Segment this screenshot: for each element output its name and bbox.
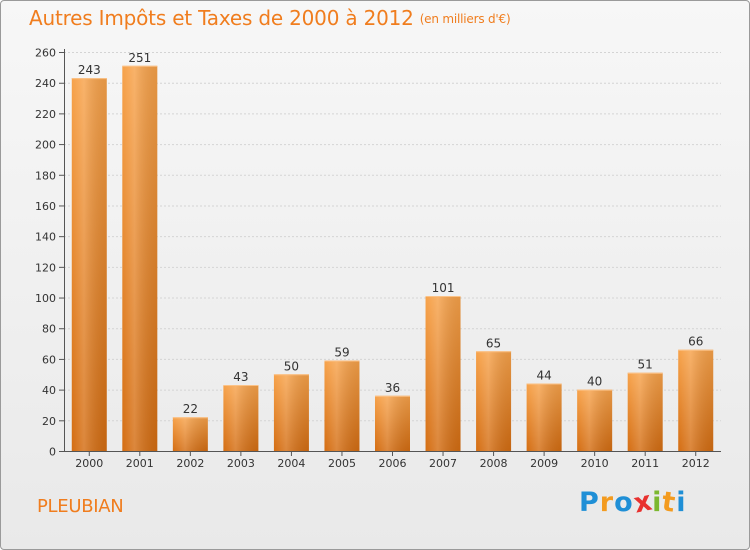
bar-sheen: [324, 360, 360, 451]
data-label: 22: [183, 402, 198, 416]
bar-sheen: [172, 417, 208, 451]
y-tick-label: 20: [42, 415, 56, 428]
y-tick-label: 100: [35, 292, 56, 305]
chart-title: Autres Impôts et Taxes de 2000 à 2012 (en…: [29, 6, 511, 30]
bar-2012: 66: [678, 335, 714, 451]
bar-2003: 43: [223, 370, 259, 451]
logo-letter: o: [614, 487, 634, 518]
y-tick-label: 200: [35, 139, 56, 152]
proxiti-logo: Proxiti: [579, 485, 687, 519]
data-label: 44: [536, 368, 551, 382]
commune-name: PLEUBIAN: [37, 496, 124, 517]
bar-sheen: [678, 349, 714, 451]
chart-unit: (en milliers d'€): [419, 12, 511, 26]
bar-2004: 50: [273, 359, 309, 451]
bar-2001: 251: [122, 51, 158, 452]
bar-2005: 59: [324, 345, 360, 451]
y-tick-label: 240: [35, 77, 56, 90]
x-tick-label: 2000: [75, 457, 103, 470]
chart-title-text: Autres Impôts et Taxes de 2000 à 2012: [29, 6, 414, 30]
x-tick-label: 2012: [682, 457, 710, 470]
bar-sheen: [425, 296, 461, 451]
bar-sheen: [122, 65, 158, 452]
data-label: 101: [432, 281, 455, 295]
bar-sheen: [71, 78, 107, 451]
bar-2007: 101: [425, 281, 461, 451]
x-tick-label: 2002: [176, 457, 204, 470]
y-axis: 0 20 40 60 80 100 120 140 160 180 200 220 240 260: [35, 47, 65, 459]
y-tick-label: 0: [49, 446, 56, 459]
data-label: 36: [385, 381, 400, 395]
y-tick-label: 220: [35, 108, 56, 121]
data-label: 50: [284, 359, 299, 373]
y-tick-label: 160: [35, 200, 56, 213]
x-tick-label: 2009: [530, 457, 558, 470]
y-tick-label: 180: [35, 169, 56, 182]
bar-sheen: [223, 385, 259, 451]
bar-sheen: [577, 389, 613, 451]
bar-2006: 36: [375, 381, 410, 451]
bar-2009: 44: [526, 368, 562, 451]
x-tick-label: 2001: [126, 457, 154, 470]
x-tick-label: 2003: [227, 457, 255, 470]
y-tick-label: 80: [42, 323, 56, 336]
x-tick-label: 2011: [631, 457, 659, 470]
data-label: 65: [486, 336, 501, 350]
data-label: 66: [688, 335, 703, 349]
y-tick-label: 60: [42, 353, 56, 366]
bar-sheen: [375, 395, 410, 451]
bar-2000: 243: [71, 63, 107, 451]
bar-sheen: [627, 372, 663, 451]
x-tick-label: 2007: [429, 457, 457, 470]
y-tick-label: 260: [35, 47, 56, 60]
y-tick-label: 140: [35, 231, 56, 244]
data-label: 251: [128, 51, 151, 65]
bar-sheen: [476, 351, 512, 451]
x-tick-label: 2006: [379, 457, 407, 470]
logo-letter: r: [599, 487, 615, 518]
data-label: 40: [587, 375, 602, 389]
bar-2002: 22: [172, 402, 208, 451]
logo-letter: i: [652, 487, 663, 518]
logo-letter: i: [676, 487, 687, 518]
bars: 243 251 22 43 50 59 36 101 65 44 40 51 66: [71, 51, 714, 452]
data-label: 51: [638, 358, 653, 372]
bar-2010: 40: [577, 375, 613, 451]
bar-sheen: [526, 383, 562, 451]
y-tick-label: 40: [42, 384, 56, 397]
x-tick-label: 2008: [480, 457, 508, 470]
x-tick-label: 2004: [277, 457, 305, 470]
x-tick-label: 2010: [581, 457, 609, 470]
bar-sheen: [273, 374, 309, 451]
logo-letter: P: [579, 487, 600, 518]
data-label: 243: [78, 63, 101, 77]
y-tick-label: 120: [35, 261, 56, 274]
bar-2011: 51: [627, 358, 663, 451]
bar-2008: 65: [476, 336, 512, 451]
x-tick-label: 2005: [328, 457, 356, 470]
data-label: 59: [334, 345, 349, 359]
x-axis: 2000 2001 2002 2003 2004 2005 2006 2007 2008 2009…: [64, 451, 721, 470]
data-label: 43: [233, 370, 248, 384]
